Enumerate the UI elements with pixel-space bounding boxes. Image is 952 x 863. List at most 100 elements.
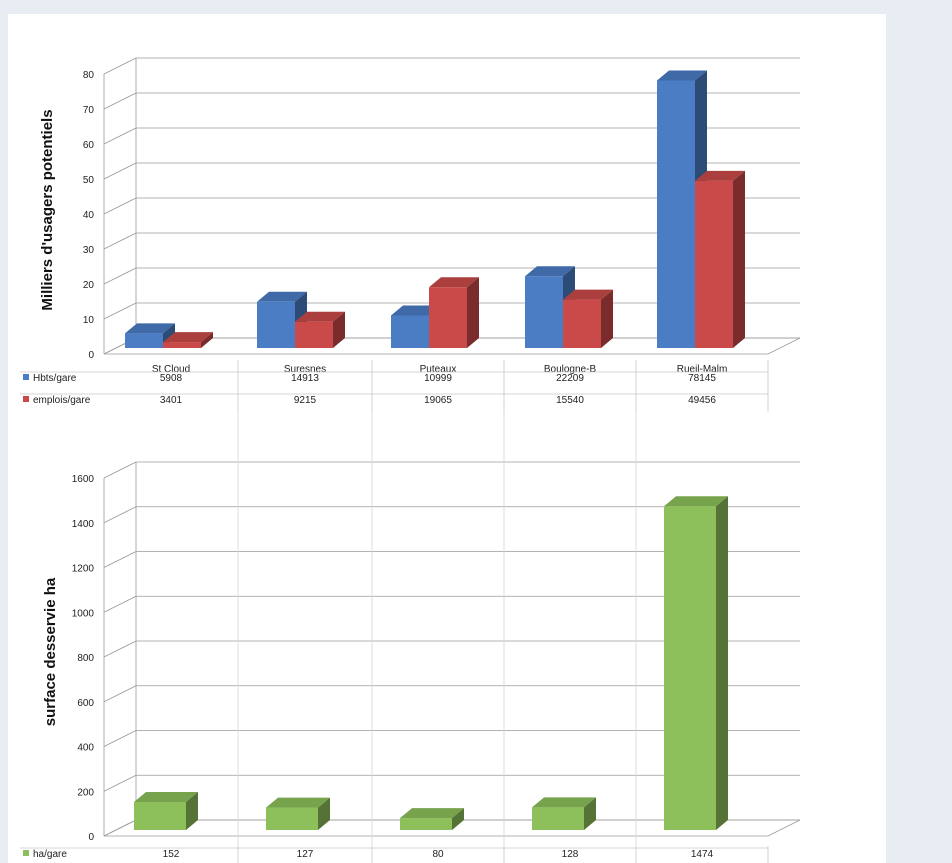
category-label: St Cloud (152, 364, 190, 375)
bar-top (125, 323, 175, 334)
bar-front (664, 506, 716, 830)
y-tick-label: 30 (83, 245, 95, 256)
side-gridline (103, 551, 137, 568)
data-value: 5908 (160, 373, 183, 384)
bar-top (525, 266, 575, 277)
side-gridline (103, 640, 137, 658)
bar-top (429, 277, 479, 288)
chart1-y-ticks: 0 10 20 30 40 50 60 70 80 (83, 70, 95, 361)
bar-front (257, 301, 295, 348)
y-tick-label: 600 (77, 698, 94, 709)
legend-swatch (23, 374, 29, 380)
chart1-bars (125, 70, 745, 349)
series-name: ha/gare (33, 849, 67, 860)
bar-front (125, 333, 163, 348)
side-gridline (103, 774, 137, 792)
bar-side (186, 791, 198, 830)
bar-front (163, 342, 201, 348)
side-gridline (103, 232, 137, 250)
bar-side (318, 797, 330, 830)
bar-front (134, 801, 186, 830)
category-label: Boulogne-B (544, 364, 597, 375)
bar-front (657, 80, 695, 349)
y-tick-label: 1200 (72, 564, 95, 575)
y-tick-label: 50 (83, 175, 95, 186)
y-tick-label: 1400 (72, 519, 95, 530)
bar-top (266, 797, 330, 808)
bar-front (400, 818, 452, 830)
data-value: 15540 (556, 395, 584, 406)
legend-swatch (23, 396, 29, 402)
data-value: 152 (163, 849, 180, 860)
side-gridline (103, 92, 137, 110)
y-tick-label: 20 (83, 280, 95, 291)
chart2-y-axis-label: surface desservie ha (42, 577, 59, 726)
bar-front (295, 321, 333, 348)
data-value: 22209 (556, 373, 584, 384)
side-gridline (103, 57, 137, 75)
data-value: 19065 (424, 395, 452, 406)
bar-side (452, 808, 464, 830)
side-gridline (103, 267, 137, 285)
data-value: 127 (297, 849, 314, 860)
y-tick-label: 1600 (72, 474, 95, 485)
series-name: Hbts/gare (33, 373, 77, 384)
bar-side (201, 332, 213, 348)
side-gridline (103, 127, 137, 145)
side-gridline (103, 730, 137, 747)
data-value: 78145 (688, 373, 716, 384)
bar-top (134, 791, 198, 802)
data-value: 1474 (691, 849, 714, 860)
bar-front (695, 180, 733, 348)
chart-surface: surface desservie ha 0 200 400 600 800 1000 12… (20, 412, 801, 863)
chart1-y-axis-label: Milliers d'usagers potentiels (39, 109, 56, 310)
y-tick-label: 60 (83, 140, 95, 151)
y-tick-label: 70 (83, 105, 95, 116)
bar-side (584, 797, 596, 830)
category-label: Suresnes (284, 364, 326, 375)
chart-panel (8, 14, 886, 863)
category-label: Rueil-Malm (677, 364, 728, 375)
bar-top (257, 291, 307, 302)
bar-front (532, 807, 584, 830)
chart2-y-ticks: 0 200 400 600 800 1000 1200 1400 1600 (72, 474, 95, 843)
y-tick-label: 200 (77, 787, 94, 798)
bar-top (400, 808, 464, 819)
side-gridline (103, 197, 137, 215)
bar-side (716, 496, 728, 830)
data-value: 80 (432, 849, 444, 860)
legend-swatch (23, 850, 29, 856)
chart-usagers: Milliers d'usagers potentiels 0 10 20 30 40 5… (20, 57, 801, 412)
y-tick-label: 800 (77, 653, 94, 664)
bar-top (695, 170, 745, 181)
chart-floor (103, 819, 801, 837)
chart2-bars (134, 496, 728, 830)
y-tick-label: 10 (83, 315, 95, 326)
bar-front (266, 807, 318, 830)
bar-top (657, 70, 707, 81)
data-value: 14913 (291, 373, 319, 384)
bar-side (333, 311, 345, 348)
bar-front (563, 299, 601, 348)
bar-side (467, 277, 479, 348)
bar-top (295, 311, 345, 322)
side-gridline (103, 302, 137, 320)
bar-top (391, 305, 441, 316)
bar-front (429, 287, 467, 348)
side-gridline (103, 162, 137, 180)
data-value: 9215 (294, 395, 317, 406)
y-tick-label: 0 (88, 832, 94, 843)
bar-side (733, 170, 745, 348)
bar-front (391, 315, 429, 348)
y-tick-label: 400 (77, 743, 94, 754)
chart1-data-table: St Cloud Suresnes Puteaux Boulogne-B Rueil-M… (20, 360, 769, 412)
y-tick-label: 0 (88, 350, 94, 361)
side-gridline (103, 506, 137, 524)
series-name: emplois/gare (33, 395, 91, 406)
side-gridline (103, 461, 137, 479)
data-value: 128 (562, 849, 579, 860)
category-label: Puteaux (420, 364, 457, 375)
bar-top (163, 332, 213, 343)
bar-top (664, 496, 728, 507)
